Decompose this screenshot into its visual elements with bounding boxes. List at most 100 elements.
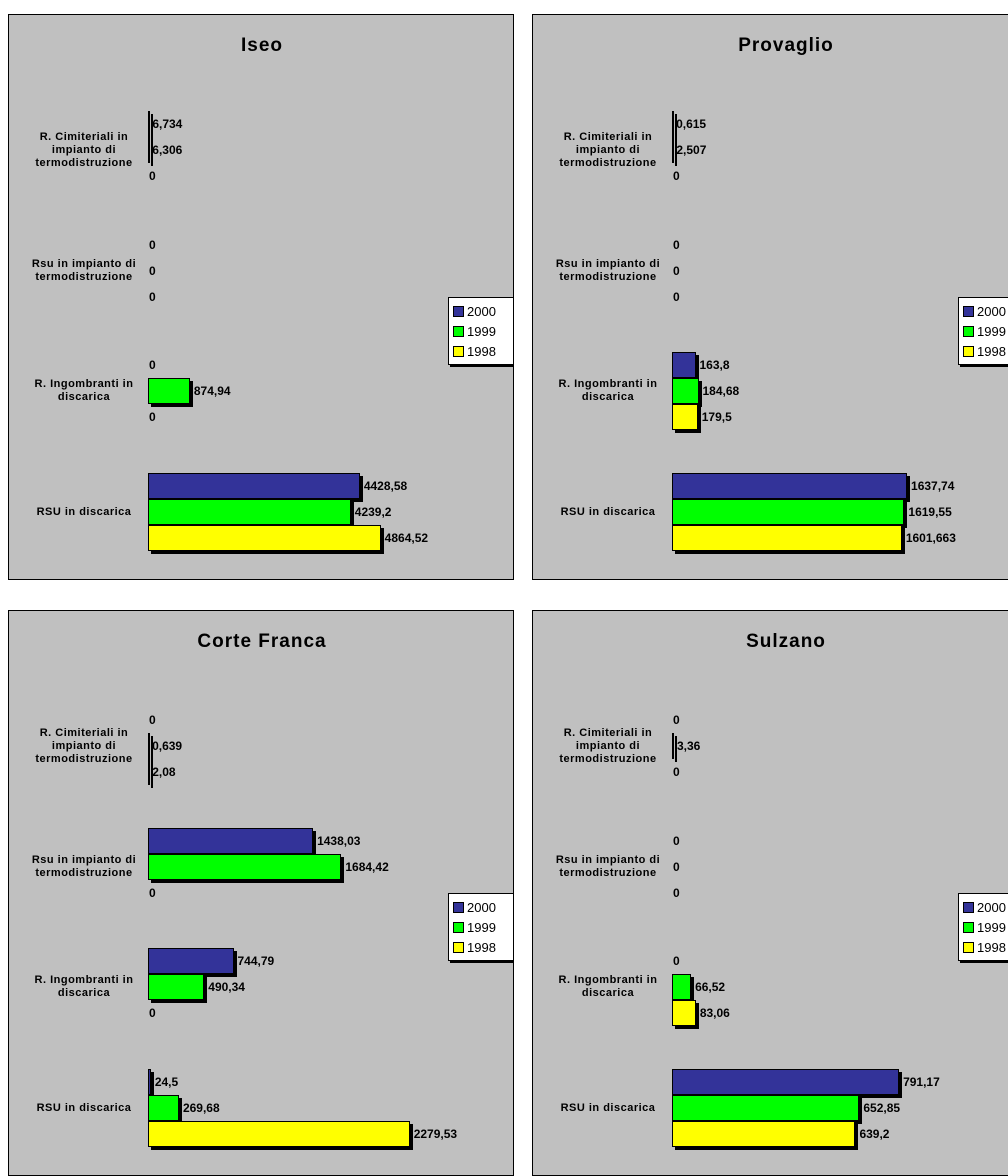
chart-panel: Iseo R. Cimiteriali in impianto di termod… bbox=[8, 14, 514, 580]
chart-panel: Corte Franca R. Cimiteriali in impianto d… bbox=[8, 610, 514, 1176]
value-label: 2279,53 bbox=[413, 1127, 458, 1142]
legend-label: 1998 bbox=[467, 343, 496, 359]
bar bbox=[148, 759, 150, 785]
value-label: 490,34 bbox=[208, 980, 245, 995]
value-label: 0 bbox=[149, 410, 156, 425]
legend-swatch bbox=[963, 325, 974, 337]
category-label: R. Ingombranti in discarica bbox=[558, 974, 658, 1000]
bar bbox=[148, 378, 190, 405]
value-label: 4239,2 bbox=[354, 505, 392, 520]
legend-item: 1999 bbox=[963, 917, 1008, 937]
legend-label: 1999 bbox=[467, 919, 496, 935]
category-label: R. Cimiteriali in impianto di termodistr… bbox=[35, 130, 133, 169]
value-label: 0 bbox=[149, 1006, 156, 1021]
category-label: R. Cimiteriali in impianto di termodistr… bbox=[559, 726, 657, 765]
value-label: 0 bbox=[673, 169, 680, 183]
value-label: 1684,42 bbox=[345, 859, 389, 874]
legend-swatch bbox=[963, 941, 974, 953]
category-label: R. Ingombranti in discarica bbox=[558, 378, 658, 404]
value-label: 3,36 bbox=[676, 739, 701, 753]
category-label: R. Ingombranti in discarica bbox=[34, 378, 134, 404]
value-label: 4864,52 bbox=[384, 531, 429, 546]
value-label: 1619,55 bbox=[908, 505, 952, 520]
bar bbox=[672, 473, 908, 500]
bar bbox=[148, 733, 150, 759]
value-label: 1601,663 bbox=[905, 531, 956, 546]
bar bbox=[148, 974, 205, 1001]
bar bbox=[672, 352, 696, 379]
value-label: 0 bbox=[149, 713, 156, 727]
legend-swatch bbox=[963, 305, 974, 317]
category-label: Rsu in impianto di termodistruzione bbox=[555, 257, 661, 283]
chart-panel: Sulzano R. Cimiteriali in impianto di ter… bbox=[532, 610, 1008, 1176]
legend-label: 1998 bbox=[977, 343, 1006, 359]
legend-label: 2000 bbox=[977, 899, 1006, 915]
bar bbox=[148, 948, 234, 975]
value-label: 2,507 bbox=[676, 143, 707, 157]
value-label: 0 bbox=[149, 169, 156, 183]
value-label: 0 bbox=[673, 885, 680, 900]
category-label: RSU in discarica bbox=[560, 505, 656, 518]
legend-item: 1999 bbox=[963, 321, 1008, 341]
bar bbox=[672, 137, 674, 163]
bar bbox=[672, 1000, 696, 1027]
legend-swatch bbox=[963, 921, 974, 933]
bar bbox=[672, 1121, 856, 1148]
value-label: 0 bbox=[149, 237, 156, 252]
legend-swatch bbox=[453, 345, 464, 357]
value-label: 1438,03 bbox=[317, 833, 361, 848]
value-label: 6,306 bbox=[152, 143, 183, 157]
legend-item: 1998 bbox=[453, 341, 509, 361]
value-label: 83,06 bbox=[699, 1006, 730, 1021]
legend: 2000 1999 1998 bbox=[958, 893, 1008, 961]
legend-swatch bbox=[453, 305, 464, 317]
legend-swatch bbox=[453, 921, 464, 933]
bar bbox=[672, 111, 674, 137]
value-label: 652,85 bbox=[863, 1101, 901, 1116]
value-label: 0 bbox=[673, 833, 680, 848]
bar bbox=[672, 733, 674, 759]
value-label: 0 bbox=[149, 289, 156, 304]
legend-label: 1999 bbox=[977, 919, 1006, 935]
bar bbox=[148, 853, 342, 880]
legend-swatch bbox=[963, 345, 974, 357]
value-label: 0 bbox=[673, 859, 680, 874]
value-label: 0 bbox=[149, 358, 156, 373]
value-label: 163,8 bbox=[699, 358, 730, 373]
category-label: Rsu in impianto di termodistruzione bbox=[31, 853, 137, 879]
value-label: 639,2 bbox=[859, 1127, 890, 1142]
value-label: 24,5 bbox=[154, 1075, 179, 1090]
legend-label: 1999 bbox=[467, 323, 496, 339]
legend-item: 1998 bbox=[963, 341, 1008, 361]
legend-label: 2000 bbox=[467, 303, 496, 319]
bar bbox=[148, 1069, 151, 1096]
value-label: 179,5 bbox=[701, 410, 732, 425]
category-label: RSU in discarica bbox=[560, 1101, 656, 1114]
bar bbox=[148, 525, 381, 552]
bar bbox=[672, 404, 698, 431]
chart-title: Iseo bbox=[240, 35, 284, 56]
chart-panel: Provaglio R. Cimiteriali in impianto di t… bbox=[532, 14, 1008, 580]
bar bbox=[148, 137, 150, 163]
value-label: 66,52 bbox=[695, 980, 726, 995]
value-label: 0 bbox=[673, 765, 680, 779]
bar bbox=[148, 1121, 410, 1148]
legend-label: 1999 bbox=[977, 323, 1006, 339]
legend-label: 2000 bbox=[977, 303, 1006, 319]
legend-item: 1999 bbox=[453, 321, 509, 341]
bar bbox=[672, 525, 902, 552]
value-label: 874,94 bbox=[193, 384, 231, 399]
category-label: R. Ingombranti in discarica bbox=[34, 974, 134, 1000]
value-label: 0 bbox=[149, 263, 156, 278]
value-label: 0,615 bbox=[676, 117, 707, 131]
value-label: 6,734 bbox=[152, 117, 183, 131]
legend: 2000 1999 1998 bbox=[958, 297, 1008, 365]
bar bbox=[148, 1095, 179, 1122]
legend-swatch bbox=[453, 941, 464, 953]
value-label: 4428,58 bbox=[363, 479, 408, 494]
legend-item: 1998 bbox=[963, 937, 1008, 957]
bar bbox=[672, 1095, 860, 1122]
value-label: 744,79 bbox=[237, 954, 275, 969]
value-label: 0 bbox=[673, 263, 680, 278]
